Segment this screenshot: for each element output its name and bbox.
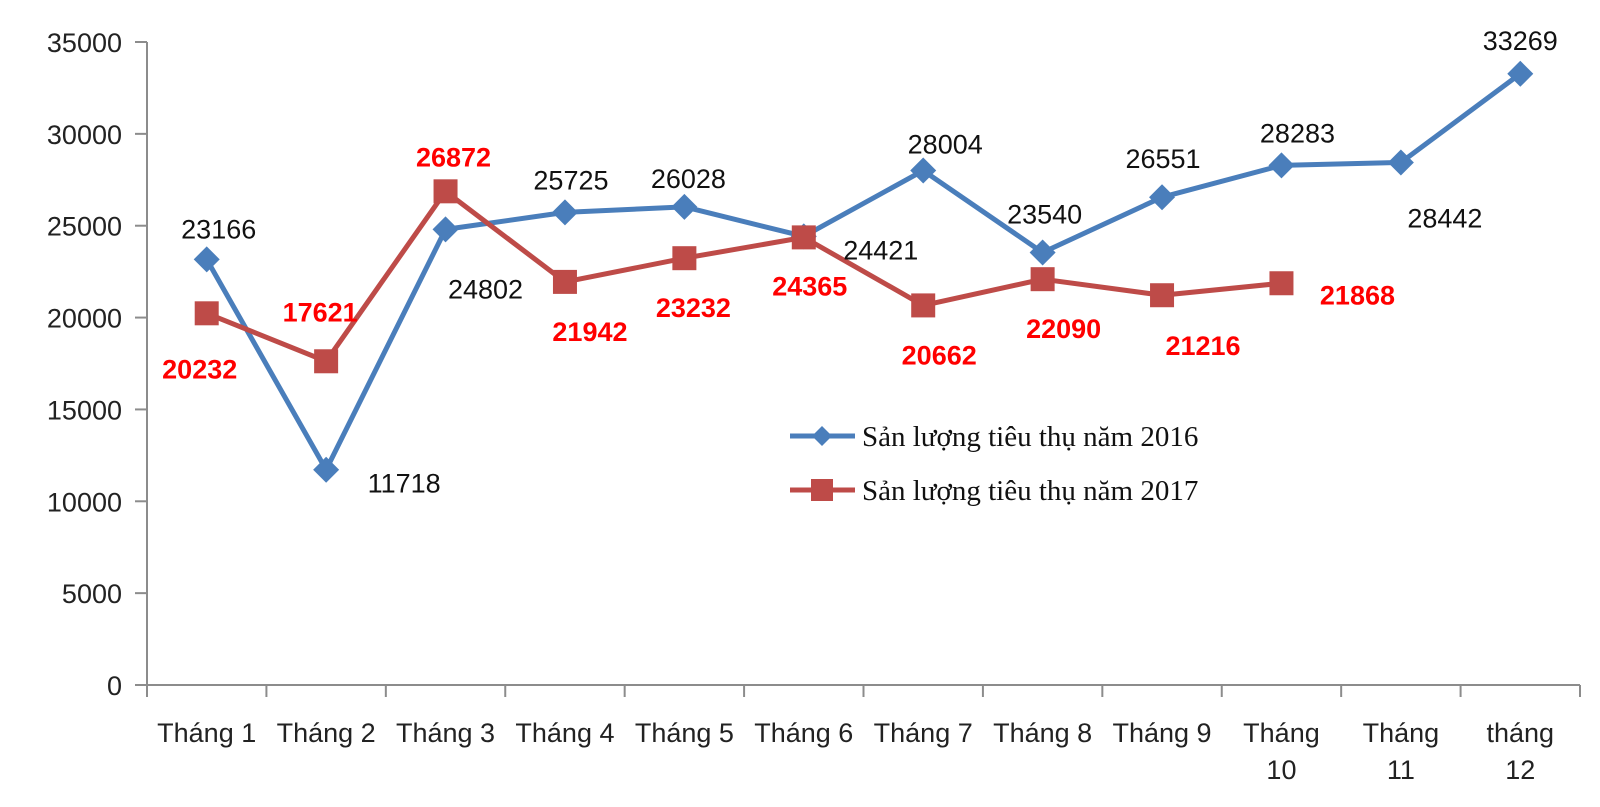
x-tick-label: Tháng 4 [515, 718, 614, 748]
y-tick-label: 20000 [47, 304, 122, 334]
data-label: 24802 [448, 274, 523, 304]
x-tick-label-line: Tháng 6 [754, 718, 853, 748]
data-label: 23540 [1007, 200, 1082, 230]
data-point-diamond [671, 193, 698, 220]
x-tick-label: Tháng 2 [277, 718, 376, 748]
x-tick-label-line: Tháng [1243, 718, 1320, 748]
x-tick-label-line: 10 [1266, 755, 1296, 785]
x-tick-label: Tháng 1 [157, 718, 256, 748]
data-label: 23166 [181, 214, 256, 244]
y-tick-label: 25000 [47, 212, 122, 242]
data-label: 24421 [843, 235, 918, 265]
data-label: 26028 [651, 164, 726, 194]
legend-label-2016: Sản lượng tiêu thụ năm 2016 [862, 421, 1198, 453]
data-label: 28442 [1407, 203, 1482, 233]
y-tick-label: 30000 [47, 120, 122, 150]
data-point-square [433, 179, 458, 204]
data-label: 11718 [368, 469, 441, 499]
data-point-diamond [551, 199, 578, 226]
x-tick-label-line: Tháng 1 [157, 718, 256, 748]
x-tick-label: Tháng 8 [993, 718, 1092, 748]
data-point-square [791, 225, 816, 250]
data-point-diamond [1149, 184, 1176, 211]
axes: 0 5000 10000 15000 20000 25000 30000 35000 Tháng… [47, 28, 1581, 785]
x-tick-label-line: Tháng 8 [993, 718, 1092, 748]
x-tick-label-line: Tháng [1363, 718, 1440, 748]
data-point-square [672, 246, 697, 271]
data-label: 21216 [1165, 331, 1240, 361]
x-tick-label: Tháng 7 [874, 718, 973, 748]
x-tick-label: Tháng 5 [635, 718, 734, 748]
x-tick-label: Tháng 3 [396, 718, 495, 748]
legend-diamond-icon [812, 426, 832, 446]
data-label: 21868 [1320, 280, 1395, 310]
y-tick-label: 15000 [47, 395, 122, 425]
series-line-2017 [205, 188, 1282, 364]
data-labels: 23166 11718 24802 25725 26028 24421 28004 23540… [162, 26, 1558, 499]
data-label: 28004 [908, 130, 983, 160]
data-label: 28283 [1260, 118, 1335, 148]
data-label: 20232 [162, 354, 237, 384]
data-point-diamond [910, 157, 937, 184]
x-tick-label-line: Tháng 4 [515, 718, 614, 748]
series-lines [193, 60, 1534, 483]
y-tick-label: 35000 [47, 28, 122, 58]
data-point-square [1150, 283, 1175, 308]
x-tick-label-line: 12 [1505, 755, 1535, 785]
legend-item-2017: Sản lượng tiêu thụ năm 2017 [790, 475, 1198, 507]
legend-square-icon [811, 479, 833, 501]
x-tick-label-line: 11 [1387, 755, 1415, 785]
y-tick-label: 0 [107, 671, 122, 701]
legend-item-2016: Sản lượng tiêu thụ năm 2016 [790, 421, 1198, 453]
data-point-diamond [1387, 149, 1414, 176]
data-point-square [911, 293, 936, 318]
data-label: 26551 [1125, 144, 1200, 174]
data-point-square [314, 349, 339, 374]
data-point-diamond [432, 216, 459, 243]
x-tick-label-line: Tháng 2 [277, 718, 376, 748]
data-label: 21942 [552, 317, 627, 347]
data-label: 25725 [533, 165, 608, 195]
data-point-square [1030, 267, 1055, 292]
data-point-diamond [1029, 239, 1056, 266]
x-tick-label: tháng 12 [1487, 718, 1555, 785]
data-label: 24365 [772, 271, 847, 301]
data-point-square [194, 301, 219, 326]
x-tick-label-line: Tháng 5 [635, 718, 734, 748]
y-tick-label: 5000 [62, 579, 122, 609]
x-tick-label-line: Tháng 9 [1113, 718, 1212, 748]
data-label: 22090 [1026, 314, 1101, 344]
data-label: 26872 [416, 142, 491, 172]
x-tick-label-line: Tháng 7 [874, 718, 973, 748]
x-tick-label-line: Tháng 3 [396, 718, 495, 748]
data-label: 23232 [656, 293, 731, 323]
data-point-diamond [1507, 60, 1534, 87]
x-tick-label: Tháng 9 [1113, 718, 1212, 748]
legend: Sản lượng tiêu thụ năm 2016 Sản lượng ti… [790, 421, 1198, 507]
x-tick-label: Tháng 10 [1243, 718, 1320, 785]
data-label: 33269 [1483, 26, 1558, 56]
data-point-square [1269, 271, 1294, 296]
data-point-diamond [313, 456, 340, 483]
legend-label-2017: Sản lượng tiêu thụ năm 2017 [862, 475, 1198, 507]
x-tick-label: Tháng 6 [754, 718, 853, 748]
x-tick-label: Tháng 11 [1363, 718, 1440, 785]
data-label: 20662 [902, 340, 977, 370]
y-tick-label: 10000 [47, 487, 122, 517]
data-point-diamond [1268, 152, 1295, 179]
series-line-2016 [204, 71, 1522, 473]
data-point-diamond [193, 246, 220, 273]
data-label: 17621 [283, 297, 358, 327]
x-tick-label-line: tháng [1487, 718, 1555, 748]
data-point-square [552, 269, 577, 294]
